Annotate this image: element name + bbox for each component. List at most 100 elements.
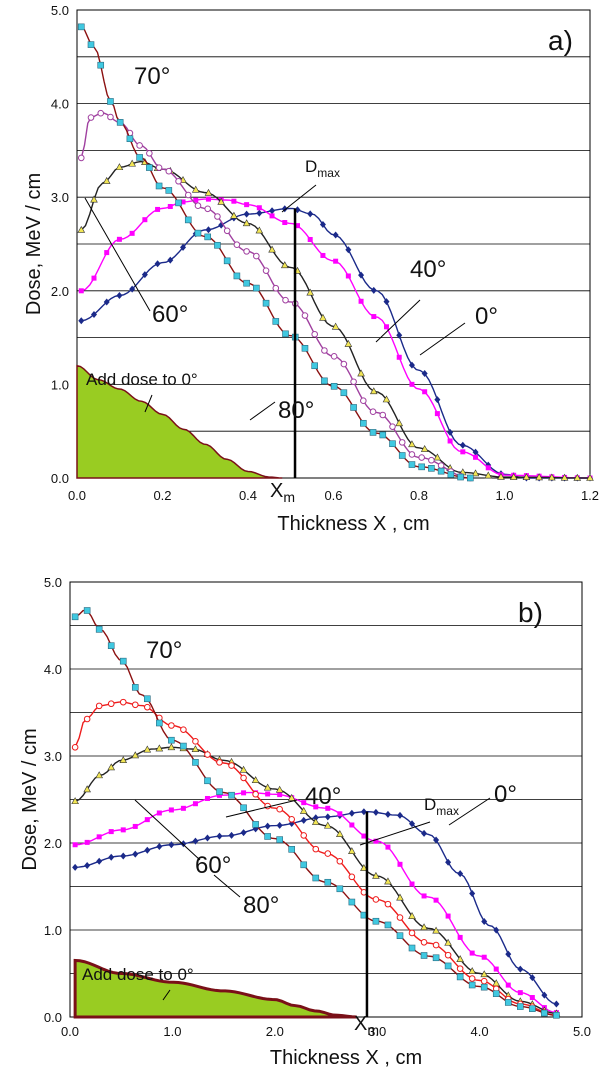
data-point xyxy=(422,389,428,395)
data-point xyxy=(168,722,175,729)
data-point xyxy=(155,182,163,190)
y-tick-label: 2.0 xyxy=(44,836,62,851)
data-point xyxy=(167,204,173,210)
data-point xyxy=(168,736,175,744)
data-point xyxy=(262,299,270,307)
data-point xyxy=(205,226,212,234)
data-point xyxy=(408,361,415,369)
add-dose-leader xyxy=(162,989,171,1001)
data-point xyxy=(468,975,476,982)
data-point xyxy=(78,317,85,325)
data-point xyxy=(301,345,309,352)
data-point xyxy=(272,318,280,325)
data-point xyxy=(541,991,548,999)
data-point xyxy=(233,272,241,280)
data-point xyxy=(252,790,259,798)
data-point xyxy=(269,213,275,219)
data-point xyxy=(131,684,139,691)
data-point xyxy=(78,288,84,294)
data-point xyxy=(239,765,248,773)
data-point xyxy=(370,286,377,294)
data-point xyxy=(517,990,523,996)
data-point xyxy=(192,759,199,766)
data-point xyxy=(175,199,182,207)
data-point xyxy=(344,339,353,347)
data-point xyxy=(321,347,328,354)
data-point xyxy=(324,850,332,857)
data-point xyxy=(456,965,464,972)
data-point xyxy=(372,871,380,879)
data-point xyxy=(420,923,428,931)
data-point xyxy=(396,932,404,940)
data-point xyxy=(311,817,320,825)
y-tick-label: 4.0 xyxy=(51,97,69,112)
data-point xyxy=(192,738,199,745)
data-point xyxy=(360,808,367,816)
data-point xyxy=(194,202,202,209)
data-point xyxy=(228,791,235,799)
data-point xyxy=(231,198,237,204)
data-point xyxy=(313,804,319,810)
data-point xyxy=(433,453,442,461)
data-point xyxy=(143,745,152,753)
data-point xyxy=(468,967,476,974)
data-point xyxy=(103,298,110,306)
data-point xyxy=(264,822,271,830)
data-point xyxy=(408,440,416,448)
series-label-80deg: 80° xyxy=(243,892,279,919)
data-point xyxy=(396,914,404,921)
label-leader xyxy=(249,401,276,421)
data-point xyxy=(191,185,200,193)
data-point xyxy=(428,465,435,472)
data-point xyxy=(480,977,488,985)
data-point xyxy=(332,231,339,239)
data-point xyxy=(408,451,416,458)
data-point xyxy=(253,284,260,292)
data-point xyxy=(228,831,235,839)
data-point xyxy=(447,471,455,478)
label-leader xyxy=(448,797,491,826)
data-point xyxy=(107,700,115,708)
data-point xyxy=(141,271,148,279)
data-point xyxy=(371,314,377,320)
data-point xyxy=(214,241,221,249)
data-point xyxy=(180,805,186,811)
data-point xyxy=(242,219,251,227)
data-point xyxy=(165,187,173,194)
data-point xyxy=(120,852,127,860)
data-point xyxy=(323,821,332,829)
data-point xyxy=(350,378,357,386)
data-point xyxy=(276,836,283,843)
data-point xyxy=(87,41,95,48)
data-point xyxy=(155,206,161,212)
data-point xyxy=(97,109,105,117)
data-point xyxy=(444,938,452,946)
data-point xyxy=(398,452,406,459)
data-point xyxy=(194,229,202,237)
data-point xyxy=(456,955,464,963)
data-point xyxy=(264,833,271,840)
data-point xyxy=(522,473,531,481)
data-point xyxy=(72,842,78,848)
data-point xyxy=(180,243,187,251)
data-point xyxy=(541,1009,548,1017)
data-point xyxy=(230,211,238,219)
data-point xyxy=(434,411,440,417)
data-point xyxy=(389,440,396,448)
series-80deg xyxy=(77,23,474,482)
x-tick-label: 0.0 xyxy=(61,1024,79,1039)
data-point xyxy=(469,950,475,956)
data-point xyxy=(204,834,211,842)
data-point xyxy=(321,377,328,385)
panel-label: b) xyxy=(518,597,543,628)
plot-frame xyxy=(76,9,591,479)
data-point xyxy=(396,331,403,339)
data-point xyxy=(180,742,187,750)
data-point xyxy=(262,267,270,274)
data-point xyxy=(345,273,351,279)
data-point xyxy=(204,188,213,196)
x-axis-label: Thickness X , cm xyxy=(270,1047,422,1069)
data-point xyxy=(437,462,445,469)
data-point xyxy=(444,951,452,959)
x-tick-label: 1.2 xyxy=(581,488,599,503)
